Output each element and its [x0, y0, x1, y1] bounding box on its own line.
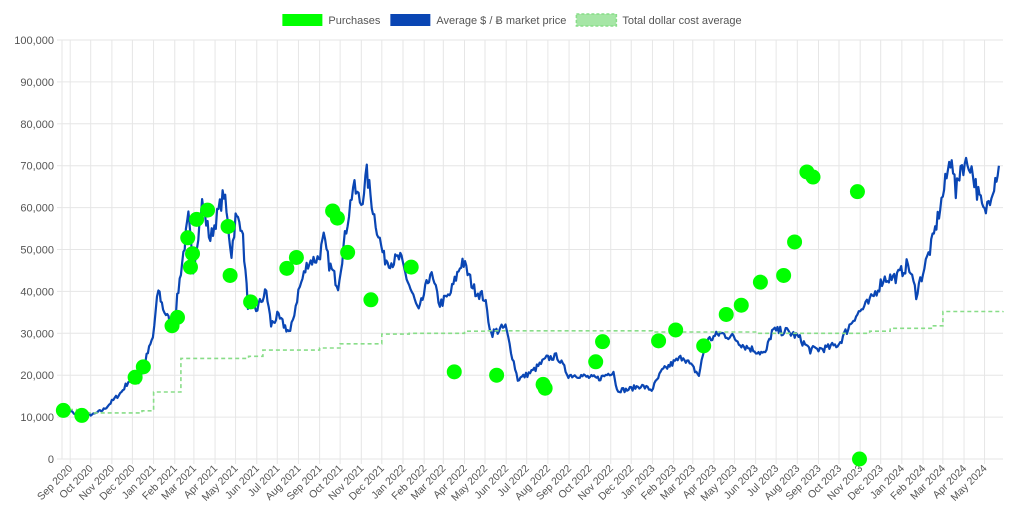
purchase-point[interactable] — [651, 333, 667, 349]
grid — [61, 39, 1003, 464]
purchase-point[interactable] — [718, 306, 734, 322]
y-tick-label: 70,000 — [20, 161, 54, 173]
purchase-point[interactable] — [733, 297, 749, 313]
legend-label: Purchases — [328, 15, 380, 27]
legend-label: Total dollar cost average — [622, 15, 741, 27]
purchase-point[interactable] — [696, 338, 712, 354]
y-tick-label: 60,000 — [20, 203, 54, 215]
purchase-point[interactable] — [180, 230, 196, 246]
purchase-point[interactable] — [851, 451, 867, 467]
legend-item[interactable]: Average $ / Ƀ market price — [390, 14, 566, 27]
market-price-line — [61, 156, 1000, 418]
purchase-point[interactable] — [169, 309, 185, 325]
y-tick-label: 10,000 — [20, 412, 54, 424]
purchase-point[interactable] — [329, 210, 345, 226]
purchase-point[interactable] — [200, 202, 216, 218]
legend-swatch — [390, 14, 431, 26]
y-axis: 0 10,000 20,000 30,000 40,000 50,000 60,000 70,… — [14, 35, 62, 466]
purchase-point[interactable] — [489, 367, 505, 383]
purchase-point[interactable] — [595, 334, 611, 350]
y-tick-label: 0 — [48, 454, 54, 466]
purchase-point[interactable] — [220, 218, 236, 234]
purchase-point[interactable] — [588, 354, 604, 370]
series-layer — [61, 156, 1004, 418]
purchase-point[interactable] — [446, 364, 462, 380]
purchase-point[interactable] — [403, 259, 419, 275]
legend-item[interactable]: Purchases — [282, 14, 381, 27]
legend-swatch — [282, 14, 323, 26]
purchase-point[interactable] — [668, 322, 684, 338]
purchase-point[interactable] — [279, 260, 295, 276]
dollar-cost-average-line — [62, 310, 1004, 414]
y-tick-label: 40,000 — [20, 286, 54, 298]
y-tick-label: 90,000 — [20, 77, 54, 89]
purchase-point[interactable] — [127, 369, 143, 385]
purchase-point[interactable] — [135, 359, 151, 375]
purchase-point[interactable] — [74, 407, 90, 423]
y-tick-label: 50,000 — [20, 245, 54, 257]
y-tick-label: 20,000 — [20, 370, 54, 382]
legend-swatch — [575, 13, 618, 27]
purchase-point[interactable] — [787, 234, 803, 250]
purchase-point[interactable] — [182, 259, 198, 275]
purchase-point[interactable] — [340, 244, 356, 260]
purchase-point[interactable] — [288, 249, 304, 265]
purchase-point[interactable] — [243, 294, 259, 310]
legend-label: Average $ / Ƀ market price — [436, 15, 566, 27]
purchase-point[interactable] — [537, 380, 553, 396]
purchase-point[interactable] — [805, 169, 821, 185]
purchase-point[interactable] — [752, 274, 768, 290]
purchase-point[interactable] — [189, 211, 205, 227]
purchase-point[interactable] — [776, 267, 792, 283]
y-tick-label: 30,000 — [20, 328, 54, 340]
legend[interactable]: Purchases Average $ / Ƀ market price Total… — [282, 13, 742, 27]
purchase-point[interactable] — [185, 246, 201, 262]
purchase-point[interactable] — [849, 184, 865, 200]
y-tick-label: 80,000 — [20, 119, 54, 131]
purchase-point[interactable] — [55, 402, 71, 418]
legend-item[interactable]: Total dollar cost average — [575, 13, 742, 27]
purchase-points — [55, 164, 867, 467]
purchase-point[interactable] — [222, 267, 238, 283]
purchase-point[interactable] — [363, 292, 379, 308]
y-tick-label: 100,000 — [14, 35, 54, 47]
